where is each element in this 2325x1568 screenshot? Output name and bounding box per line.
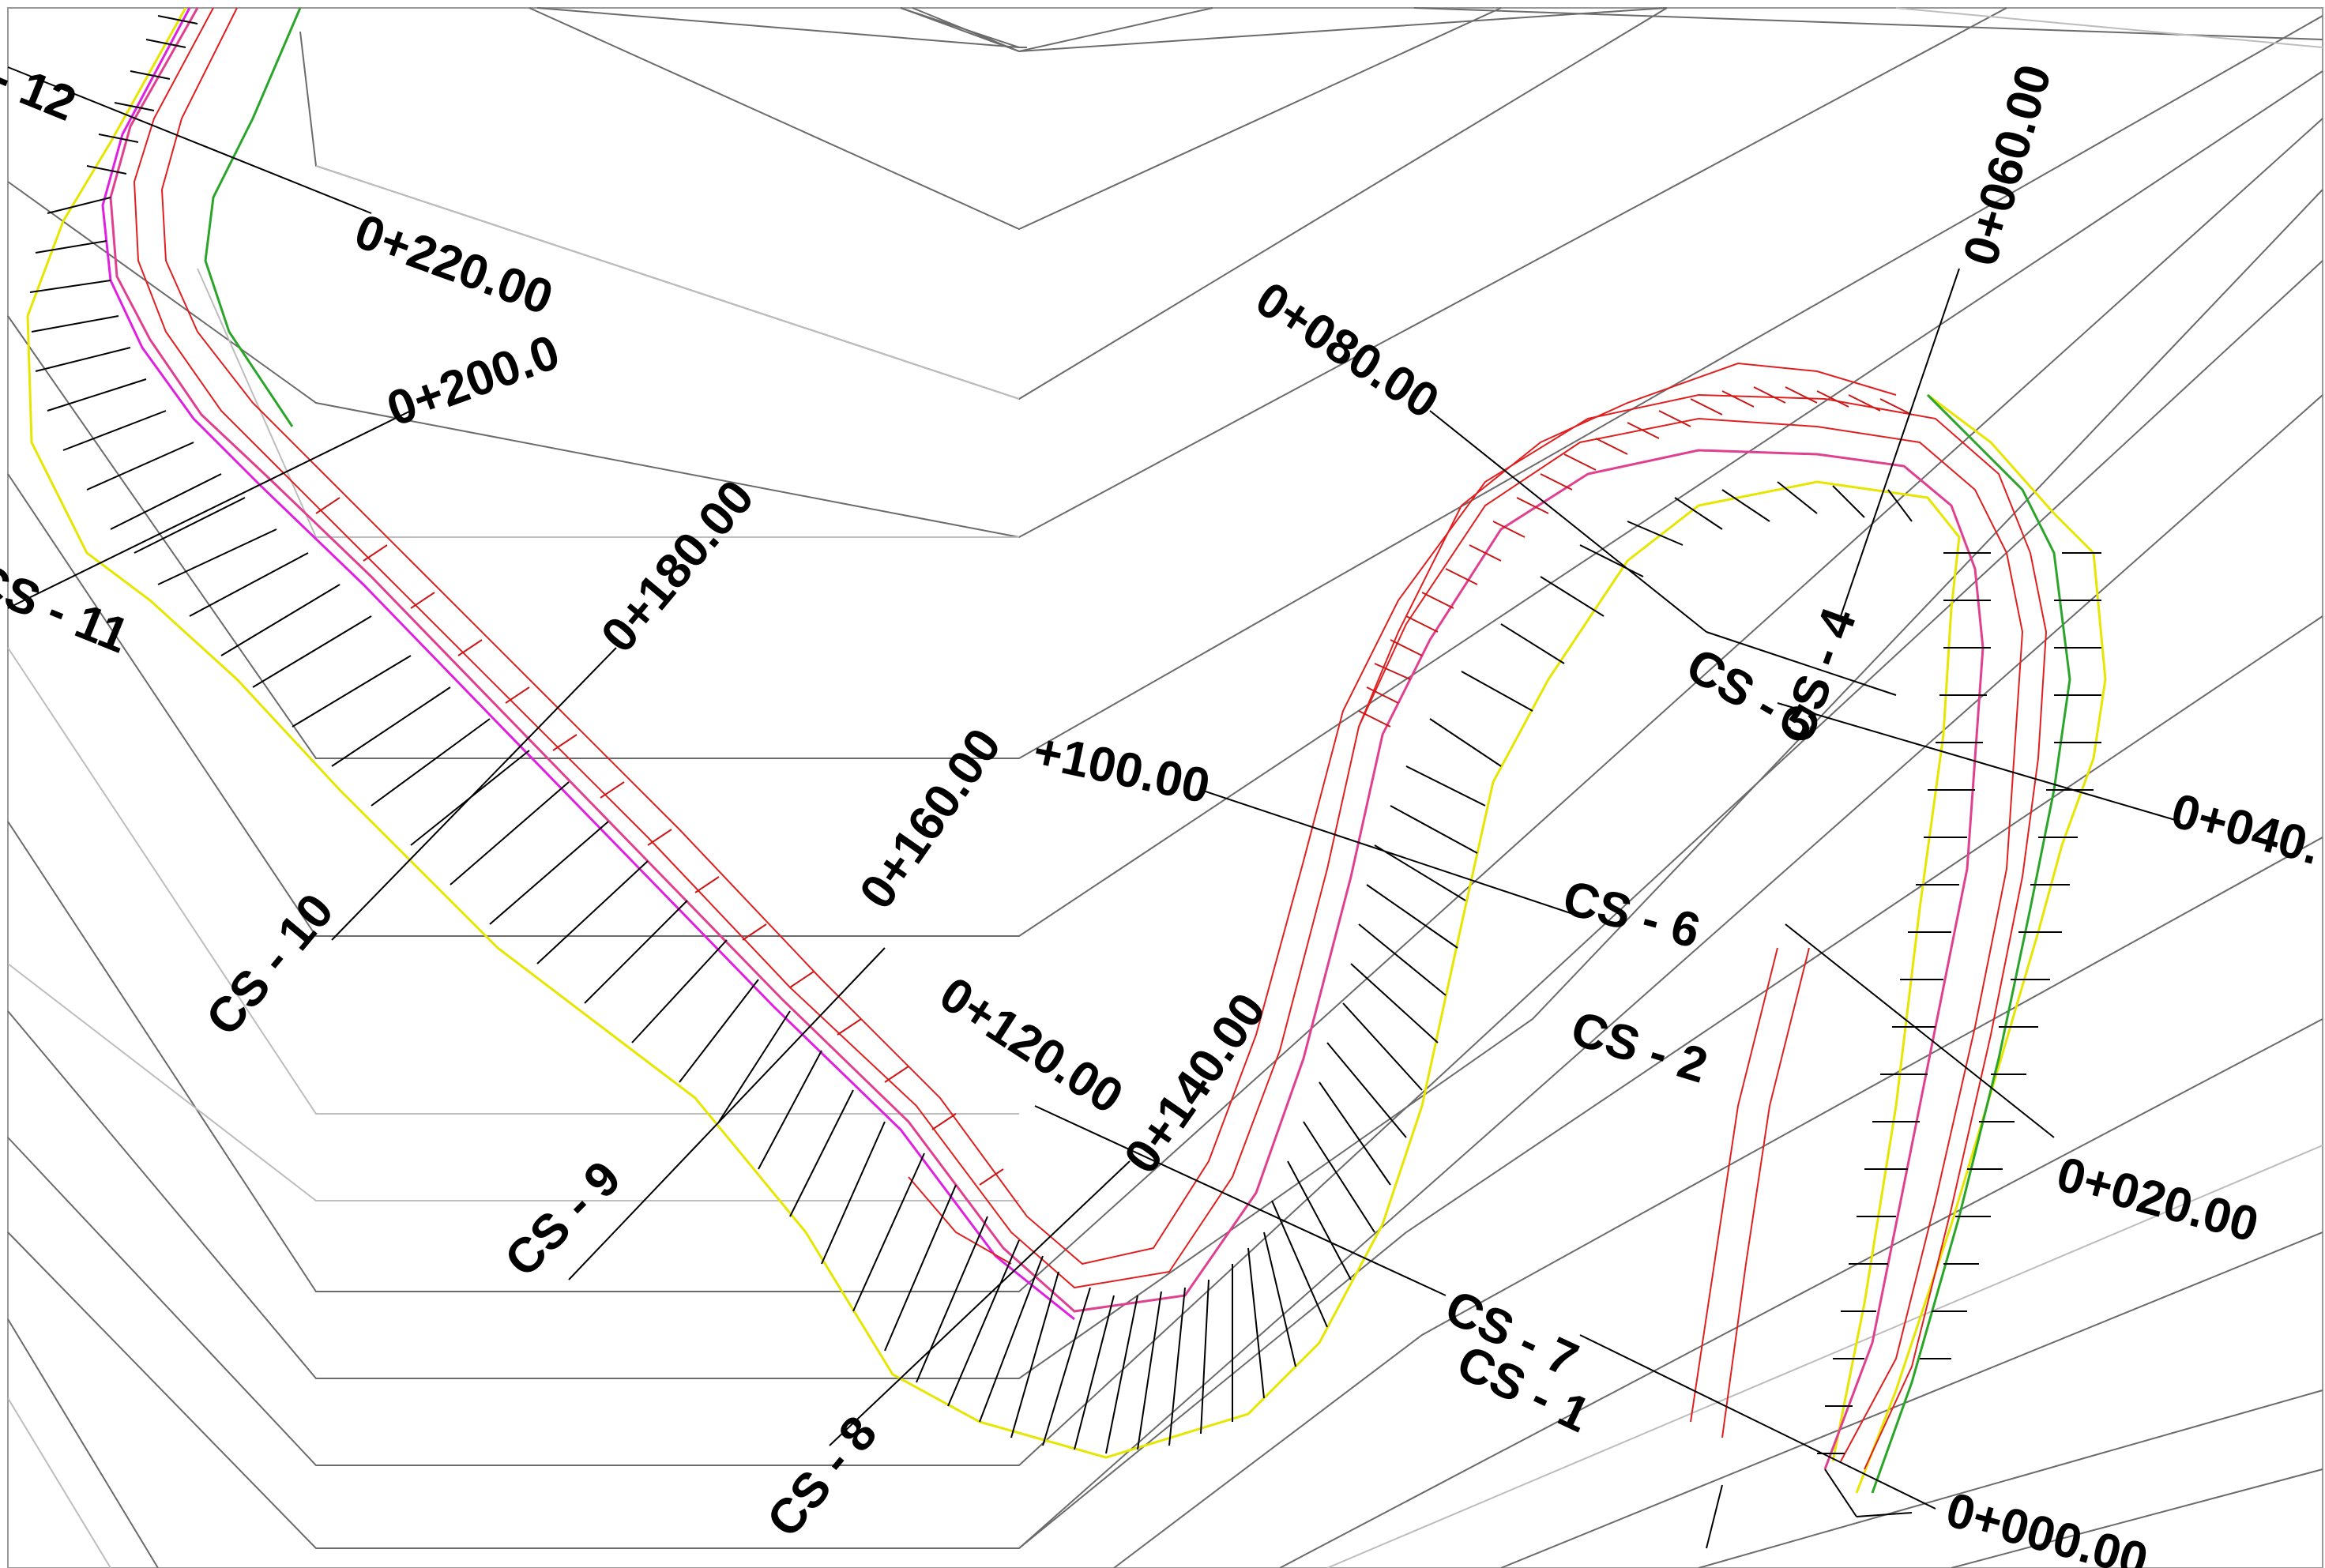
station-label-0000: 0+000.00 — [1940, 1483, 2153, 1568]
section-label-cs8: CS - 8 — [757, 1406, 888, 1547]
station-label-0080: 0+080.00 — [1246, 272, 1448, 430]
station-label-0100: +100.00 — [1029, 724, 1214, 814]
fill-toe-line — [26, 7, 1961, 1462]
station-label-0140: 0+140.00 — [1114, 983, 1277, 1183]
station-label-0120: 0+120.00 — [930, 967, 1132, 1125]
station-label-0220: 0+220.00 — [348, 204, 559, 325]
section-label-cs11: CS - 11 — [0, 552, 136, 664]
cross-section-lines — [7, 66, 2181, 1549]
station-label-0060: 0+060.00 — [1953, 59, 2062, 272]
contour-lines — [7, 7, 2323, 1568]
drawing-border — [7, 7, 2323, 1568]
station-label-0020: 0+020.00 — [2051, 1147, 2263, 1253]
road-corridor — [26, 7, 2107, 1494]
section-label-cs9: CS - 9 — [495, 1151, 631, 1288]
station-label-0180: 0+180.00 — [591, 470, 765, 663]
slope-hatching — [29, 15, 2101, 1454]
section-label-cs12: CS - 12 — [0, 19, 84, 132]
station-label-0200: 0+200.0 — [380, 325, 566, 437]
station-label-0160: 0+160.00 — [849, 719, 1012, 919]
section-label-cs2: CS - 2 — [1565, 1001, 1714, 1093]
station-label-0040: 0+040. — [2165, 784, 2325, 875]
section-label-cs6: CS - 6 — [1557, 870, 1706, 959]
fill-toe-line-2 — [1855, 393, 2107, 1494]
